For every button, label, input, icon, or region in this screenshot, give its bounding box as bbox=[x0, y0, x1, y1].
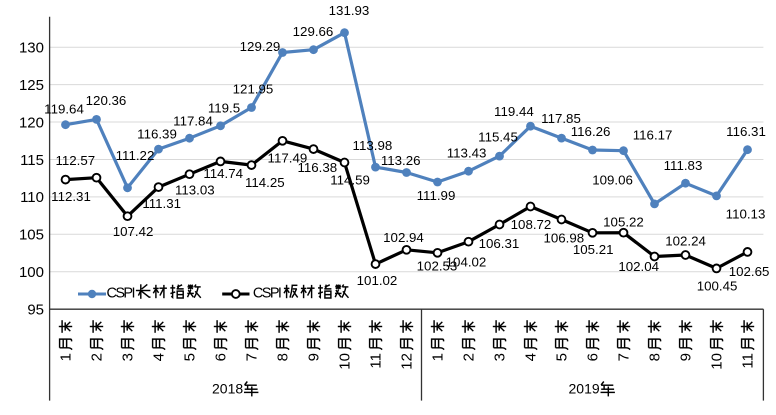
svg-text:113.26: 113.26 bbox=[381, 153, 421, 168]
svg-text:110.13: 110.13 bbox=[726, 207, 766, 222]
svg-text:7: 7 bbox=[243, 353, 260, 361]
svg-text:113.43: 113.43 bbox=[447, 145, 487, 160]
svg-text:110: 110 bbox=[20, 189, 44, 206]
svg-text:CSPI: CSPI bbox=[253, 285, 282, 301]
svg-text:6: 6 bbox=[212, 353, 229, 361]
svg-text:105.21: 105.21 bbox=[573, 242, 614, 257]
svg-text:114.59: 114.59 bbox=[330, 173, 370, 188]
svg-text:102.65: 102.65 bbox=[729, 264, 770, 279]
svg-text:115.45: 115.45 bbox=[478, 129, 518, 144]
svg-text:100.45: 100.45 bbox=[697, 279, 738, 294]
svg-text:104.02: 104.02 bbox=[446, 254, 487, 269]
svg-text:111.31: 111.31 bbox=[142, 196, 181, 211]
svg-text:108.72: 108.72 bbox=[511, 217, 552, 232]
svg-text:111.22: 111.22 bbox=[116, 148, 155, 163]
svg-text:119.64: 119.64 bbox=[44, 102, 84, 117]
svg-text:114.25: 114.25 bbox=[245, 175, 285, 190]
svg-text:3: 3 bbox=[119, 353, 136, 361]
svg-text:11: 11 bbox=[739, 353, 756, 369]
svg-text:5: 5 bbox=[181, 353, 198, 361]
svg-text:116.31: 116.31 bbox=[726, 124, 766, 139]
svg-text:109.06: 109.06 bbox=[592, 173, 633, 188]
svg-text:116.38: 116.38 bbox=[297, 160, 337, 175]
svg-text:120: 120 bbox=[19, 114, 44, 131]
svg-text:11: 11 bbox=[367, 353, 384, 369]
svg-text:106.98: 106.98 bbox=[543, 231, 584, 246]
svg-text:101.02: 101.02 bbox=[357, 273, 398, 288]
svg-text:4: 4 bbox=[150, 353, 167, 361]
svg-text:2019: 2019 bbox=[569, 381, 600, 397]
svg-text:125: 125 bbox=[19, 77, 44, 94]
svg-text:111.99: 111.99 bbox=[417, 188, 456, 203]
svg-text:102.24: 102.24 bbox=[665, 234, 706, 249]
svg-text:102.53: 102.53 bbox=[417, 259, 458, 274]
svg-text:112.57: 112.57 bbox=[55, 153, 95, 168]
svg-text:102.94: 102.94 bbox=[383, 230, 424, 245]
svg-text:120.36: 120.36 bbox=[86, 93, 127, 108]
svg-text:105.22: 105.22 bbox=[603, 214, 644, 229]
svg-text:117.84: 117.84 bbox=[173, 114, 213, 129]
svg-text:116.39: 116.39 bbox=[137, 127, 177, 142]
svg-text:106.31: 106.31 bbox=[479, 236, 520, 251]
svg-text:6: 6 bbox=[584, 353, 601, 361]
svg-text:111.83: 111.83 bbox=[664, 158, 703, 173]
svg-text:115: 115 bbox=[20, 152, 44, 169]
svg-text:1: 1 bbox=[57, 353, 74, 361]
svg-text:5: 5 bbox=[553, 353, 570, 361]
svg-text:129.66: 129.66 bbox=[293, 24, 334, 39]
svg-text:121.95: 121.95 bbox=[233, 82, 274, 97]
svg-text:12: 12 bbox=[398, 353, 415, 370]
svg-text:113.03: 113.03 bbox=[175, 182, 215, 197]
svg-text:2018: 2018 bbox=[212, 381, 243, 397]
svg-text:9: 9 bbox=[677, 353, 694, 361]
svg-text:4: 4 bbox=[522, 353, 539, 361]
svg-text:129.29: 129.29 bbox=[240, 39, 281, 54]
svg-text:105: 105 bbox=[19, 227, 44, 244]
svg-text:119.5: 119.5 bbox=[208, 101, 240, 116]
svg-text:116.26: 116.26 bbox=[571, 124, 611, 139]
svg-text:102.04: 102.04 bbox=[618, 259, 659, 274]
svg-text:107.42: 107.42 bbox=[113, 224, 154, 239]
svg-text:117.49: 117.49 bbox=[268, 150, 308, 165]
svg-text:10: 10 bbox=[708, 353, 725, 370]
svg-text:131.93: 131.93 bbox=[329, 3, 370, 18]
svg-text:119.44: 119.44 bbox=[494, 104, 534, 119]
svg-text:2: 2 bbox=[88, 353, 105, 361]
svg-text:8: 8 bbox=[646, 353, 663, 361]
svg-text:9: 9 bbox=[305, 353, 322, 361]
svg-text:7: 7 bbox=[615, 353, 632, 361]
svg-text:114.74: 114.74 bbox=[203, 166, 243, 181]
svg-text:3: 3 bbox=[491, 353, 508, 361]
svg-text:2: 2 bbox=[460, 353, 477, 361]
svg-text:8: 8 bbox=[274, 353, 291, 361]
svg-text:130: 130 bbox=[19, 40, 44, 57]
svg-text:117.85: 117.85 bbox=[541, 111, 581, 126]
svg-text:10: 10 bbox=[336, 353, 353, 370]
svg-text:116.17: 116.17 bbox=[633, 128, 673, 143]
svg-text:95: 95 bbox=[27, 302, 44, 319]
svg-text:112.31: 112.31 bbox=[51, 189, 91, 204]
svg-text:100: 100 bbox=[19, 264, 44, 281]
svg-text:1: 1 bbox=[429, 353, 446, 361]
svg-text:113.98: 113.98 bbox=[353, 138, 393, 153]
svg-text:CSPI: CSPI bbox=[107, 285, 136, 301]
